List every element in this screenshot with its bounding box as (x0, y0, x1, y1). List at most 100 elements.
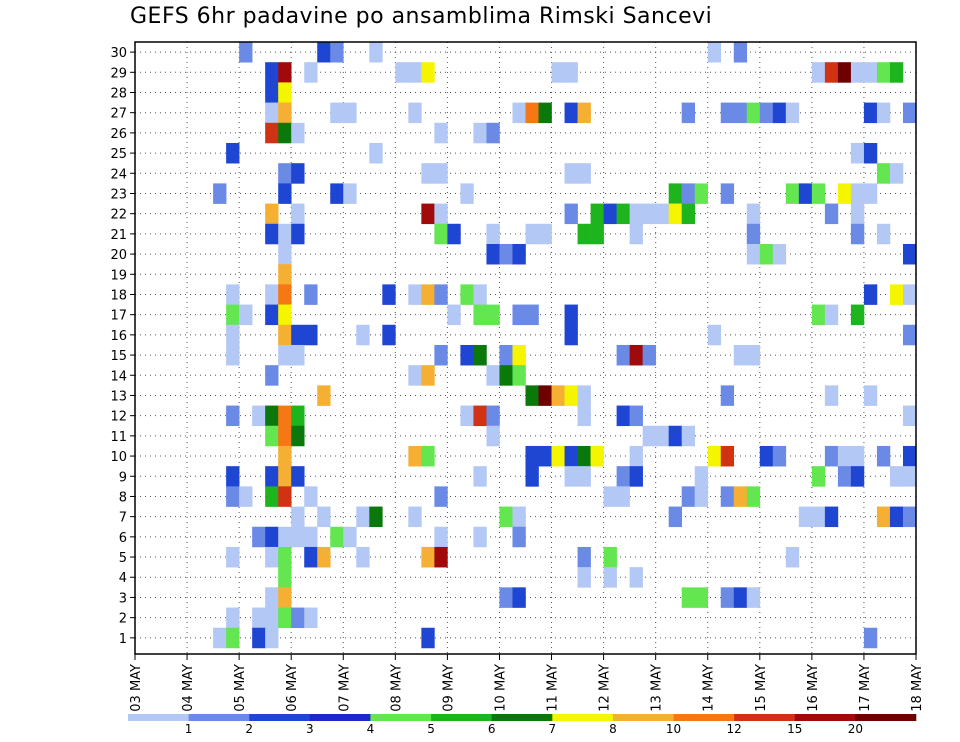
heatmap-cell (408, 102, 422, 124)
x-tick-label: 10 MAY (493, 664, 508, 712)
colorbar-swatch (309, 714, 371, 721)
heatmap-cell (304, 546, 318, 568)
heatmap-cell (239, 486, 253, 507)
y-tick-label: 11 (110, 430, 127, 445)
heatmap-cell (304, 486, 318, 507)
heatmap-cell (681, 587, 696, 608)
heatmap-cell (499, 365, 513, 386)
heatmap-cell (603, 546, 617, 568)
heatmap-cell (252, 627, 266, 649)
heatmap-cell (304, 607, 318, 629)
y-tick-label: 20 (110, 248, 127, 263)
heatmap-cell (538, 445, 552, 467)
heatmap-cell (291, 405, 305, 427)
heatmap-cell (551, 385, 565, 406)
heatmap-cell (863, 627, 878, 649)
heatmap-cell (668, 203, 682, 225)
heatmap-cell (278, 344, 292, 366)
colorbar-swatch (188, 714, 250, 721)
heatmap-cell (343, 102, 357, 124)
heatmap-cell (265, 587, 279, 608)
x-tick-label: 03 MAY (129, 664, 144, 712)
y-tick-label: 29 (110, 66, 127, 81)
heatmap-cell (902, 284, 917, 305)
y-tick-label: 10 (110, 450, 127, 465)
heatmap-cell (694, 486, 709, 507)
heatmap-cell (746, 486, 761, 507)
heatmap-cell (291, 163, 305, 184)
colorbar-swatch (552, 714, 614, 721)
heatmap-cell (629, 567, 643, 588)
heatmap-cell (239, 42, 253, 63)
x-tick-label: 08 MAY (389, 664, 404, 712)
heatmap-cell (226, 405, 240, 427)
heatmap-cell (837, 62, 852, 83)
colorbar-swatch (855, 714, 917, 721)
heatmap-cell (629, 344, 643, 366)
heatmap-cell (434, 344, 448, 366)
heatmap-cell (694, 466, 709, 487)
heatmap-cell (733, 587, 748, 608)
heatmap-cell (265, 304, 279, 326)
heatmap-cell (304, 284, 318, 305)
y-tick-label: 21 (110, 228, 127, 243)
heatmap-cell (759, 243, 774, 265)
heatmap-cell (811, 506, 826, 528)
heatmap-cell (317, 385, 331, 406)
heatmap-cell (265, 122, 279, 144)
heatmap-cell (850, 183, 865, 204)
colorbar-swatch (249, 714, 311, 721)
heatmap-cell (265, 526, 279, 548)
heatmap-cell (564, 304, 578, 326)
heatmap-cell (486, 223, 500, 245)
heatmap-cell (590, 223, 604, 245)
heatmap-cell (226, 344, 240, 366)
heatmap-cell (577, 445, 591, 467)
heatmap-cell (291, 425, 305, 447)
heatmap-cell (226, 142, 240, 164)
heatmap-cell (837, 183, 852, 204)
heatmap-cell (603, 567, 617, 588)
heatmap-cell (590, 203, 604, 225)
heatmap-cell (278, 183, 292, 204)
heatmap-cell (265, 203, 279, 225)
heatmap-cell (421, 62, 435, 83)
heatmap-cell (369, 506, 383, 528)
heatmap-cell (889, 163, 904, 184)
heatmap-cell (850, 142, 865, 164)
heatmap-cell (486, 425, 500, 447)
colorbar-label: 1 (185, 722, 193, 736)
heatmap-cell (291, 122, 305, 144)
heatmap-cell (278, 122, 292, 144)
heatmap-cell (317, 506, 331, 528)
heatmap-cell (512, 506, 526, 528)
heatmap-cell (421, 163, 435, 184)
heatmap-cell (538, 223, 552, 245)
heatmap-cell (720, 486, 735, 507)
y-tick-label: 19 (110, 268, 127, 283)
x-tick-label: 05 MAY (233, 664, 248, 712)
heatmap-cell (876, 102, 891, 124)
x-tick-label: 06 MAY (285, 664, 300, 712)
heatmap-cell (226, 546, 240, 568)
colorbar-label: 8 (609, 722, 617, 736)
heatmap-cell (642, 425, 656, 447)
heatmap-cell (382, 284, 396, 305)
heatmap-cell (460, 405, 474, 427)
heatmap-cell (434, 526, 448, 548)
heatmap-cell (434, 546, 448, 568)
heatmap-cell (252, 405, 266, 427)
heatmap-cell (265, 425, 279, 447)
heatmap-cell (291, 607, 305, 629)
heatmap-cell (421, 284, 435, 305)
y-tick-label: 2 (119, 612, 127, 627)
heatmap-cell (681, 203, 696, 225)
heatmap-cell (863, 62, 878, 83)
heatmap-cell (551, 62, 565, 83)
heatmap-cell (213, 627, 227, 649)
heatmap-cell (278, 425, 292, 447)
y-tick-label: 3 (119, 591, 127, 606)
heatmap-cell (720, 102, 735, 124)
y-tick-label: 18 (110, 288, 127, 303)
heatmap-cell (525, 102, 539, 124)
